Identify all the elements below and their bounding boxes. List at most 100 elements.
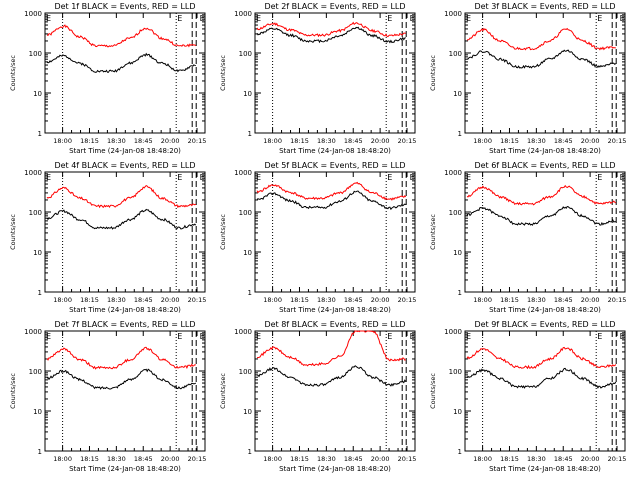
- x-tick-label: 18:00: [53, 296, 72, 304]
- y-axis-label: Counts/sec: [219, 373, 227, 409]
- x-tick-label: 18:15: [290, 296, 309, 304]
- series-line-lld: [46, 346, 196, 370]
- y-tick-label: 1: [38, 448, 42, 456]
- event-marker-label: E: [387, 173, 392, 182]
- x-tick-label: 20:15: [398, 137, 417, 145]
- y-tick-label: 100: [29, 368, 42, 376]
- x-axis-label: Start Time (24-Jan-08 18:48:20): [69, 147, 181, 155]
- event-marker-label: E: [620, 173, 625, 182]
- x-tick-label: 18:45: [134, 137, 153, 145]
- plot-frame: [254, 330, 416, 452]
- chart-panel-2: Det 2f BLACK = Events, RED = LLD 1 10 100 10…: [219, 2, 416, 155]
- x-tick-label: 20:00: [161, 455, 180, 463]
- x-axis-label: Start Time (24-Jan-08 18:48:20): [489, 465, 601, 473]
- y-axis-label: Counts/sec: [429, 55, 437, 91]
- event-marker-label: E: [177, 14, 182, 23]
- x-tick-label: 18:00: [473, 455, 492, 463]
- y-tick-label: 10: [33, 90, 42, 98]
- series-line-events: [256, 365, 407, 387]
- x-tick-label: 18:15: [80, 137, 99, 145]
- x-tick-label: 18:00: [53, 137, 72, 145]
- series-line-events: [256, 26, 406, 44]
- x-tick-label: 18:00: [473, 137, 492, 145]
- event-marker-label: E: [620, 332, 625, 341]
- y-tick-label: 1: [248, 448, 252, 456]
- y-axis-label: Counts/sec: [219, 55, 227, 91]
- chart-title: Det 7f BLACK = Events, RED = LLD: [54, 320, 195, 329]
- x-tick-label: 20:00: [161, 137, 180, 145]
- x-tick-label: 18:30: [527, 455, 546, 463]
- x-tick-label: 18:45: [554, 455, 573, 463]
- chart-panel-9: Det 9f BLACK = Events, RED = LLD 1 10 100 10…: [429, 320, 626, 473]
- event-marker-label: E: [200, 14, 205, 23]
- x-tick-label: 18:15: [80, 455, 99, 463]
- x-tick-label: 18:30: [107, 455, 126, 463]
- chart-panel-5: Det 5f BLACK = Events, RED = LLD 1 10 100 10…: [219, 161, 416, 314]
- plot-frame: [464, 171, 626, 293]
- y-tick-label: 1000: [444, 10, 462, 18]
- event-marker-label: E: [597, 332, 602, 341]
- x-tick-label: 20:00: [581, 455, 600, 463]
- chart-panel-3: Det 3f BLACK = Events, RED = LLD 1 10 100 10…: [429, 2, 626, 155]
- x-axis-label: Start Time (24-Jan-08 18:48:20): [69, 306, 181, 314]
- x-tick-label: 18:30: [317, 137, 336, 145]
- chart-title: Det 6f BLACK = Events, RED = LLD: [474, 161, 615, 170]
- x-tick-label: 18:45: [344, 455, 363, 463]
- chart-title: Det 2f BLACK = Events, RED = LLD: [264, 2, 405, 11]
- x-tick-label: 20:00: [371, 455, 390, 463]
- event-marker-label: E: [387, 332, 392, 341]
- y-tick-label: 100: [449, 50, 462, 58]
- y-tick-label: 1000: [234, 169, 252, 177]
- event-marker-label: E: [46, 14, 51, 23]
- series-line-lld: [466, 346, 617, 370]
- x-tick-label: 18:45: [344, 137, 363, 145]
- x-tick-label: 20:15: [398, 296, 417, 304]
- x-tick-label: 18:15: [500, 137, 519, 145]
- y-tick-label: 10: [453, 408, 462, 416]
- y-tick-label: 10: [243, 249, 252, 257]
- plot-frame: [464, 330, 626, 452]
- event-marker-label: E: [410, 332, 415, 341]
- chart-title: Det 8f BLACK = Events, RED = LLD: [264, 320, 405, 329]
- x-tick-label: 20:00: [581, 137, 600, 145]
- x-tick-label: 20:15: [608, 455, 627, 463]
- y-tick-label: 10: [243, 90, 252, 98]
- series-line-events: [256, 190, 407, 211]
- event-marker-label: E: [466, 173, 471, 182]
- x-tick-label: 18:30: [527, 137, 546, 145]
- chart-title: Det 9f BLACK = Events, RED = LLD: [474, 320, 615, 329]
- chart-panel-1: Det 1f BLACK = Events, RED = LLD 1 10 100 10…: [9, 2, 206, 155]
- y-tick-label: 10: [453, 90, 462, 98]
- x-axis-label: Start Time (24-Jan-08 18:48:20): [489, 306, 601, 314]
- event-marker-label: E: [256, 332, 261, 341]
- x-tick-label: 20:00: [371, 137, 390, 145]
- plot-frame: [44, 330, 206, 452]
- y-tick-label: 1: [458, 130, 462, 138]
- x-tick-label: 18:45: [344, 296, 363, 304]
- x-tick-label: 18:45: [134, 296, 153, 304]
- x-tick-label: 18:00: [53, 455, 72, 463]
- x-tick-label: 18:00: [263, 455, 282, 463]
- x-axis-label: Start Time (24-Jan-08 18:48:20): [489, 147, 601, 155]
- y-axis-label: Counts/sec: [429, 214, 437, 250]
- event-marker-label: E: [46, 173, 51, 182]
- y-tick-label: 100: [449, 368, 462, 376]
- y-tick-label: 10: [453, 249, 462, 257]
- event-marker-label: E: [597, 173, 602, 182]
- chart-panel-4: Det 4f BLACK = Events, RED = LLD 1 10 100 10…: [9, 161, 206, 314]
- x-tick-label: 18:15: [500, 296, 519, 304]
- x-tick-label: 18:30: [107, 137, 126, 145]
- y-tick-label: 1: [248, 289, 252, 297]
- x-tick-label: 18:30: [317, 296, 336, 304]
- x-tick-label: 18:15: [290, 455, 309, 463]
- x-axis-label: Start Time (24-Jan-08 18:48:20): [279, 147, 391, 155]
- x-axis-label: Start Time (24-Jan-08 18:48:20): [69, 465, 181, 473]
- event-marker-label: E: [256, 173, 261, 182]
- y-tick-label: 1: [458, 448, 462, 456]
- x-tick-label: 18:00: [473, 296, 492, 304]
- series-line-events: [46, 208, 197, 230]
- y-tick-label: 1: [458, 289, 462, 297]
- y-tick-label: 1000: [234, 10, 252, 18]
- chart-title: Det 4f BLACK = Events, RED = LLD: [54, 161, 195, 170]
- plot-frame: [254, 171, 416, 293]
